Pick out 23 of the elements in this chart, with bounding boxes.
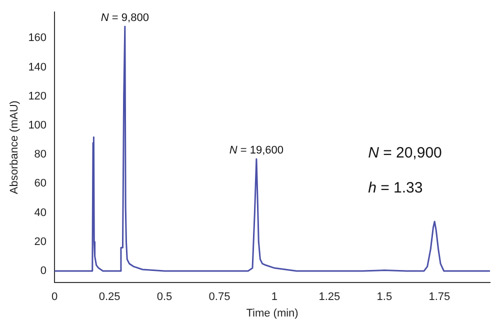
x-tick-label: 0.25 <box>98 291 120 304</box>
annotation: N = 9,800 <box>100 12 149 24</box>
y-tick-label: 160 <box>28 32 47 44</box>
annotation: h = 1.33 <box>368 180 423 197</box>
y-tick-label: 0 <box>40 264 47 277</box>
x-axis-title: Time (min) <box>246 307 298 320</box>
y-tick-label: 120 <box>28 90 47 102</box>
x-tick-label: 1.75 <box>428 291 450 304</box>
y-tick-label: 40 <box>34 206 47 219</box>
x-tick-label: 1 <box>271 291 278 304</box>
y-tick-label: 60 <box>34 178 47 190</box>
x-tick-label: 1.25 <box>318 291 340 304</box>
y-tick-label: 80 <box>34 148 47 161</box>
y-axis-title: Absorbance (mAU) <box>8 100 21 194</box>
x-tick-label: 1.5 <box>376 291 392 304</box>
annotation: N = 20,900 <box>368 144 442 162</box>
x-tick-label: 0.75 <box>208 291 230 304</box>
y-tick-label: 140 <box>28 61 47 74</box>
x-tick-label: 0.5 <box>156 291 172 304</box>
y-tick-label: 100 <box>28 120 47 132</box>
x-tick-label: 0 <box>51 291 58 304</box>
annotation: N = 19,600 <box>229 144 284 156</box>
y-tick-label: 20 <box>34 236 47 248</box>
